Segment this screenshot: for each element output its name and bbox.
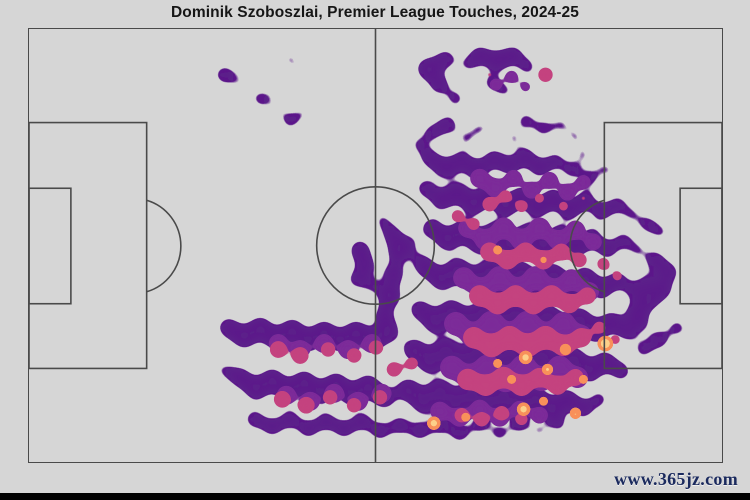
site-watermark: www.365jz.com <box>614 469 738 489</box>
football-pitch <box>28 28 723 463</box>
heat-level-low <box>83 45 705 447</box>
pitch-figure <box>0 24 750 470</box>
touch-heatmap-layer <box>29 29 722 462</box>
heatmap-svg <box>83 45 705 447</box>
bottom-bar <box>0 493 750 500</box>
page-title: Dominik Szoboszlai, Premier League Touch… <box>171 4 579 21</box>
